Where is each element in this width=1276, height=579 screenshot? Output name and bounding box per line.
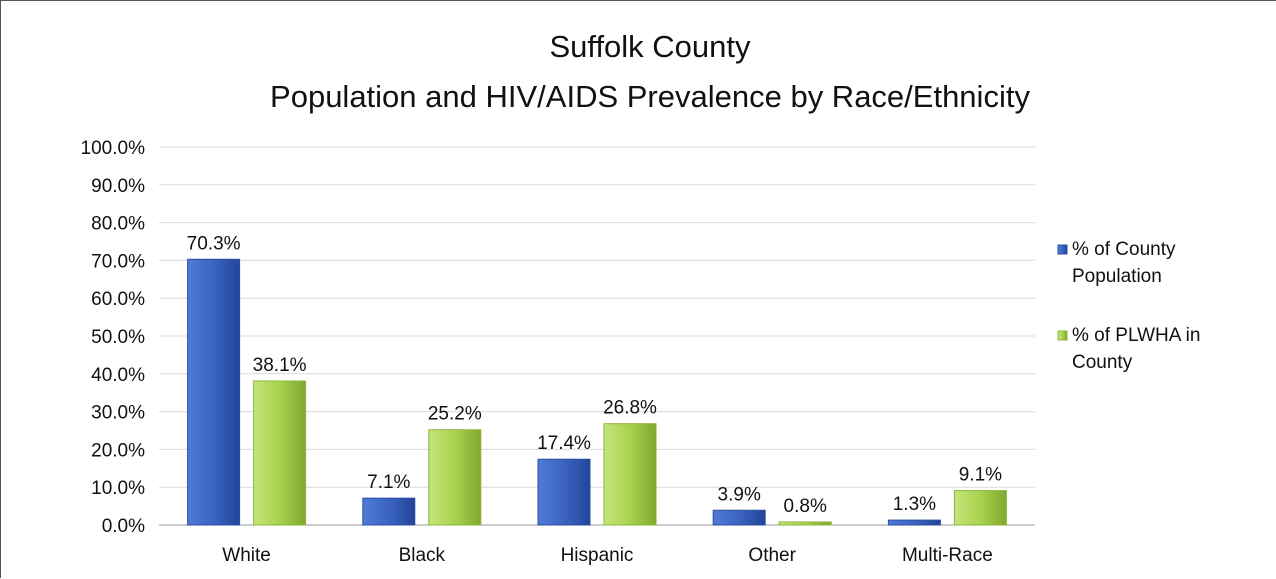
x-category-label: Hispanic xyxy=(561,545,634,566)
data-label: 1.3% xyxy=(893,494,936,515)
y-tick-label: 20.0% xyxy=(91,440,145,461)
bar-population xyxy=(187,258,241,526)
bar-plwha xyxy=(428,429,482,526)
legend-label: County xyxy=(1072,352,1133,373)
legend-label: Population xyxy=(1072,266,1162,287)
y-tick-label: 30.0% xyxy=(91,403,145,424)
data-label: 25.2% xyxy=(428,404,482,425)
x-category-label: Multi-Race xyxy=(902,545,993,566)
data-label: 26.8% xyxy=(603,398,657,419)
y-tick-label: 70.0% xyxy=(91,251,145,272)
bar-plwha xyxy=(253,380,307,526)
y-tick-label: 40.0% xyxy=(91,365,145,386)
bar-plwha xyxy=(778,521,832,526)
y-tick-label: 100.0% xyxy=(81,138,146,159)
chart-title-line: Population and HIV/AIDS Prevalence by Ra… xyxy=(270,79,1030,114)
x-category-label: Black xyxy=(399,545,446,566)
legend-label: % of County xyxy=(1072,239,1176,260)
y-tick-label: 0.0% xyxy=(102,516,145,537)
data-label: 17.4% xyxy=(537,433,591,454)
bar-population xyxy=(712,509,766,526)
data-label: 70.3% xyxy=(187,233,241,254)
data-label: 7.1% xyxy=(367,472,410,493)
chart-title-line: Suffolk County xyxy=(549,29,751,64)
data-label: 9.1% xyxy=(959,465,1002,486)
legend-label: % of PLWHA in xyxy=(1072,325,1200,346)
data-label: 38.1% xyxy=(253,355,307,376)
legend-swatch-plwha xyxy=(1057,330,1068,341)
data-label: 0.8% xyxy=(784,496,827,517)
y-tick-label: 80.0% xyxy=(91,214,145,235)
y-tick-label: 10.0% xyxy=(91,478,145,499)
x-category-label: White xyxy=(222,545,271,566)
data-label: 3.9% xyxy=(718,484,761,505)
y-tick-label: 50.0% xyxy=(91,327,145,348)
y-tick-label: 90.0% xyxy=(91,176,145,197)
bar-plwha xyxy=(603,423,657,526)
legend-swatch-population xyxy=(1057,244,1068,255)
y-tick-label: 60.0% xyxy=(91,289,145,310)
x-category-label: Other xyxy=(748,545,796,566)
bar-population xyxy=(362,497,416,526)
bar-plwha xyxy=(953,490,1007,526)
bar-population xyxy=(537,458,591,526)
bar-population xyxy=(887,519,941,526)
